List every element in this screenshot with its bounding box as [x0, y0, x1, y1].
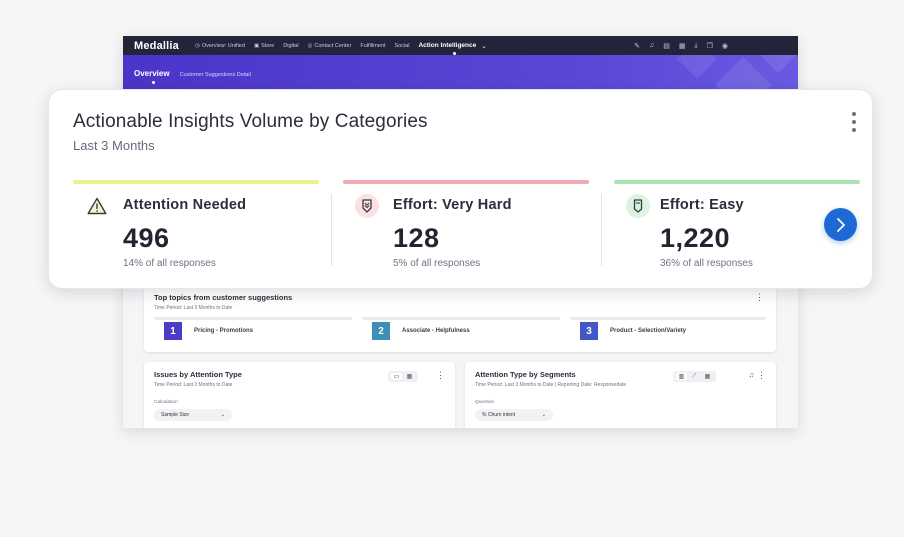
metric-value: 496: [123, 223, 170, 253]
topic-rank: 1: [164, 322, 182, 340]
metric-value: 1,220: [660, 223, 731, 253]
bookmark-icon[interactable]: ❒: [706, 42, 713, 50]
banner-decoration: [677, 55, 717, 79]
tab-customer-suggestions-detail[interactable]: Customer Suggestions Detail: [179, 72, 251, 78]
calendar-icon[interactable]: ▦: [678, 42, 686, 50]
view-toggle: ▥ ⟋ ▦: [673, 371, 716, 382]
store-icon: ▣: [253, 42, 260, 49]
topic-bar: [154, 317, 352, 320]
attention-type-by-segments-panel: Attention Type by Segments Time Period: …: [465, 362, 776, 428]
topic-bar: [570, 317, 766, 320]
metric-label: Attention Needed: [123, 197, 247, 213]
topic-label: Pricing - Promotions: [194, 328, 254, 334]
metric-percentage: 5% of all responses: [393, 258, 481, 269]
metric-label: Effort: Very Hard: [393, 197, 512, 213]
warning-icon: [85, 194, 109, 218]
card-title: Actionable Insights Volume by Categories: [73, 111, 428, 132]
header-toolbar: ✎ ♫ ▤ ▦ ⤓ ❒ ◉: [634, 42, 798, 50]
edit-icon[interactable]: ✎: [634, 42, 640, 50]
metric-bar: [614, 180, 860, 184]
table-view-icon[interactable]: ▦: [406, 374, 413, 380]
line-chart-icon[interactable]: ⟋: [692, 373, 697, 379]
nav-social[interactable]: Social: [394, 42, 410, 49]
topic-label: Product - Selection/Variety: [610, 328, 687, 334]
chevron-down-icon: ⌄: [220, 412, 225, 418]
tab-overview[interactable]: Overview: [134, 69, 170, 84]
topic-item[interactable]: 2 Associate - Helpfulness: [372, 322, 470, 340]
contact-center-icon: ◎: [307, 42, 313, 49]
brand-logo: Medallia: [134, 39, 180, 52]
topic-item[interactable]: 1 Pricing - Promotions: [164, 322, 253, 340]
metric-label: Effort: Easy: [660, 197, 744, 213]
topic-rank: 3: [580, 322, 598, 340]
actionable-insights-card: Actionable Insights Volume by Categories…: [48, 89, 873, 289]
metric-value: 128: [393, 223, 440, 253]
metric-bar: [343, 180, 589, 184]
divider: [331, 194, 332, 266]
more-options-icon[interactable]: ⋮: [436, 370, 445, 380]
question-label: Question: [475, 400, 495, 405]
more-options-icon[interactable]: ⋮: [755, 292, 764, 302]
topic-item[interactable]: 3 Product - Selection/Variety: [580, 322, 686, 340]
banner-decoration: [756, 55, 798, 74]
panel-subtitle: Time Period: Last 3 Months to Date: [154, 382, 233, 388]
chevron-down-icon: ⌄: [541, 412, 546, 418]
nav-contact-center[interactable]: ◎ Contact Center: [307, 42, 352, 49]
nav-fulfillment[interactable]: Fulfillment: [360, 42, 386, 49]
metric-percentage: 14% of all responses: [123, 258, 216, 269]
top-navigation: Medallia ◷ Overview: Unified ▣ Store Digit…: [123, 36, 798, 55]
chart-view-icon[interactable]: ▭: [391, 373, 402, 380]
divider: [601, 194, 602, 266]
metric-bar: [73, 180, 319, 184]
calculation-select[interactable]: Sample Size ⌄: [154, 409, 232, 421]
topic-label: Associate - Helpfulness: [402, 328, 470, 334]
panel-title: Top topics from customer suggestions: [154, 293, 293, 302]
bell-icon[interactable]: ♫: [748, 372, 754, 379]
download-icon[interactable]: ⤓: [694, 41, 698, 49]
bar-chart-icon[interactable]: ▥: [676, 373, 687, 380]
panel-title: Attention Type by Segments: [475, 370, 576, 379]
nav-action-intelligence[interactable]: Action Intelligence ⌄: [418, 42, 487, 55]
more-options-icon[interactable]: [850, 112, 858, 132]
table-view-icon[interactable]: ▦: [704, 374, 711, 380]
topic-rank: 2: [372, 322, 390, 340]
page-banner: Overview Customer Suggestions Detail: [123, 55, 798, 95]
top-topics-panel: Top topics from customer suggestions Tim…: [144, 286, 776, 352]
effort-easy-icon: [626, 194, 650, 218]
next-button[interactable]: [824, 208, 857, 241]
question-select[interactable]: % Churn intent ⌄: [475, 409, 553, 421]
document-icon[interactable]: ▤: [663, 42, 670, 50]
card-subtitle: Last 3 Months: [73, 138, 155, 153]
metric-percentage: 36% of all responses: [660, 258, 753, 269]
nav-overview-unified[interactable]: ◷ Overview: Unified: [195, 42, 245, 49]
panel-title: Issues by Attention Type: [154, 370, 242, 379]
overview-icon: ◷: [195, 42, 200, 49]
view-toggle: ▭ ▦: [388, 371, 418, 382]
chevron-down-icon: ⌄: [481, 42, 487, 50]
bell-icon[interactable]: ♫: [649, 41, 655, 49]
nav-store[interactable]: ▣ Store: [253, 42, 275, 49]
topic-bar: [362, 317, 560, 320]
effort-very-hard-icon: [355, 194, 379, 218]
metric-effort-very-hard[interactable]: Effort: Very Hard 128 5% of all response…: [343, 180, 589, 270]
panel-subtitle: Time Period: Last 3 Months to Date: [154, 305, 233, 311]
more-options-icon[interactable]: ⋮: [757, 370, 766, 380]
chevron-right-icon: [836, 217, 845, 232]
user-icon[interactable]: ◉: [721, 42, 728, 50]
nav-digital[interactable]: Digital: [283, 42, 299, 49]
subtabs: Overview Customer Suggestions Detail: [134, 69, 251, 84]
calculation-label: Calculation: [154, 400, 178, 405]
panel-subtitle: Time Period: Last 3 Months to Date | Rep…: [475, 382, 627, 388]
metric-attention-needed[interactable]: Attention Needed 496 14% of all response…: [73, 180, 319, 270]
issues-by-attention-type-panel: Issues by Attention Type Time Period: La…: [144, 362, 455, 428]
metric-effort-easy[interactable]: Effort: Easy 1,220 36% of all responses: [614, 180, 860, 270]
